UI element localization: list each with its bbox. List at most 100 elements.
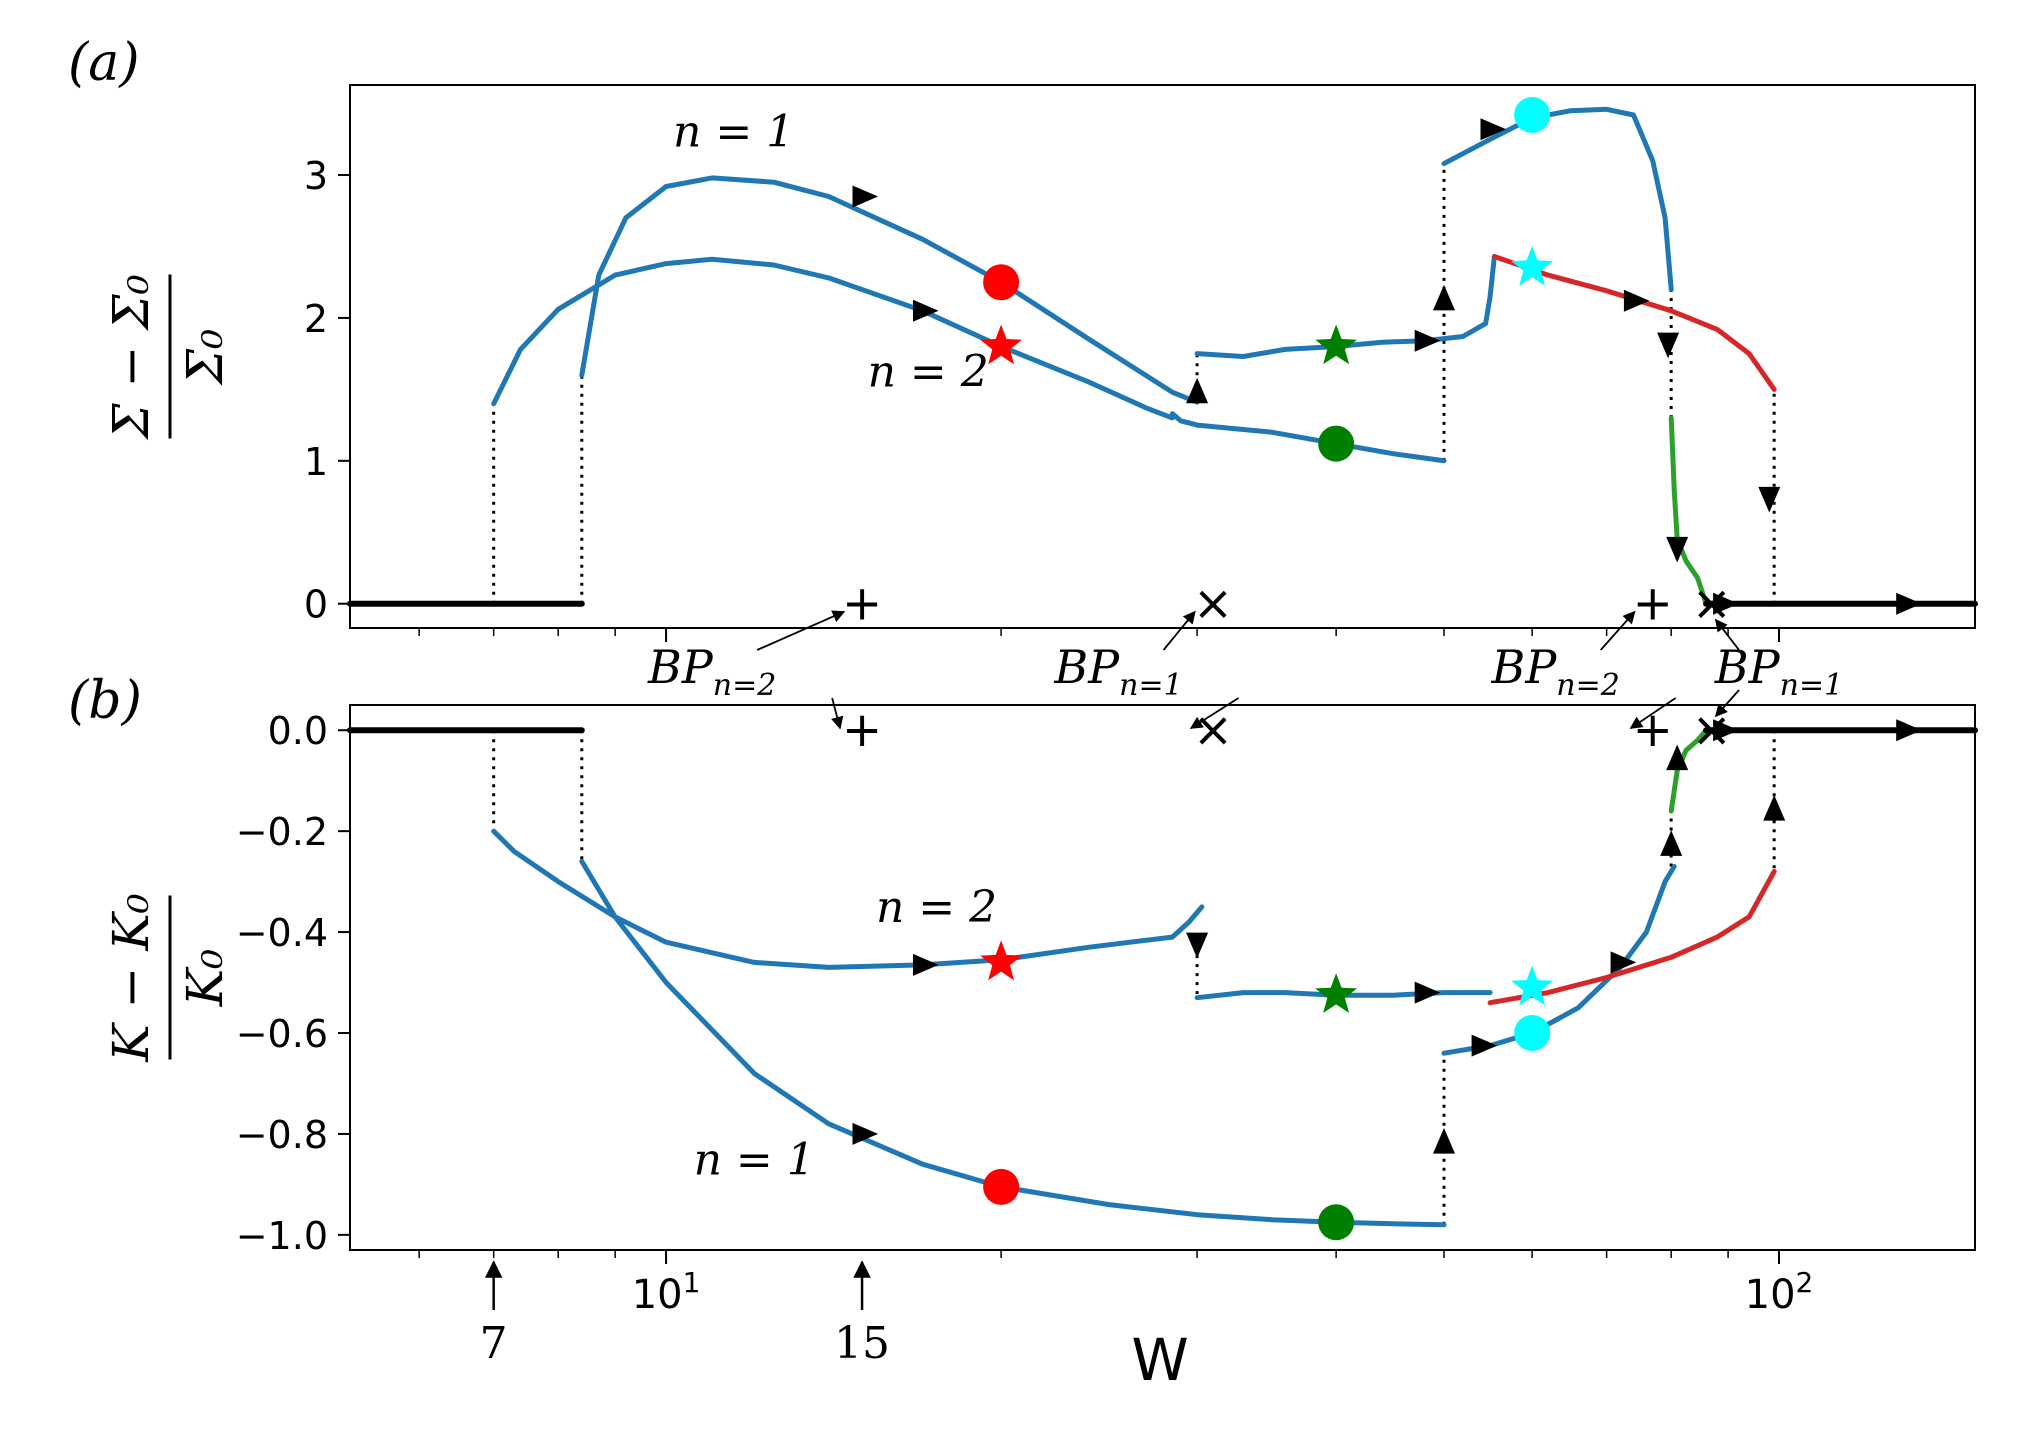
direction-arrow — [852, 185, 879, 208]
y-tick-label: −0.4 — [236, 911, 328, 955]
marker-star — [1511, 965, 1553, 1006]
bp-arrow-down — [1714, 689, 1740, 718]
marker-circle — [983, 1168, 1020, 1205]
bp-label: BPn=1 — [1714, 640, 1843, 703]
plot-frame — [349, 84, 1976, 629]
y-axis-label: Σ − Σ₀ Σ₀ — [102, 274, 234, 440]
y-tick-label: 3 — [304, 154, 328, 198]
marker-circle — [1514, 1015, 1551, 1052]
marker-star — [980, 324, 1022, 365]
marker-circle — [1318, 425, 1355, 462]
y-tick-label: 1 — [304, 440, 328, 484]
y-tick-label: −0.2 — [236, 810, 328, 854]
y-tick-label: −0.8 — [236, 1113, 328, 1157]
y-tick-label: 0 — [304, 583, 328, 627]
direction-arrow — [1657, 332, 1680, 359]
direction-arrow — [1660, 830, 1683, 856]
direction-arrow — [1610, 951, 1637, 974]
y-tick-label: −0.6 — [236, 1012, 328, 1056]
y-tick-label: −1.0 — [236, 1214, 328, 1258]
series-line-3 — [1441, 864, 1677, 1056]
panel-label-b: (b) — [68, 671, 142, 731]
x-axis-label: W — [1131, 1326, 1188, 1394]
curve-label: n = 2 — [868, 347, 989, 398]
panel-a-chart: 0 1 2 3 Σ − Σ₀ Σ₀ + × + × n = 1 n = 2 — [102, 84, 1978, 642]
marker-star — [1511, 245, 1553, 286]
bifurcation-point: × — [1193, 576, 1233, 632]
bp-arrow-up — [1162, 610, 1196, 651]
series-line-4 — [1487, 869, 1777, 1006]
direction-arrow — [913, 953, 939, 976]
series-line-5 — [1668, 727, 1709, 814]
direction-arrow — [1471, 1034, 1498, 1057]
series-line-1 — [491, 256, 1175, 421]
direction-arrow — [913, 299, 939, 322]
marker-star — [1315, 973, 1358, 1013]
bifurcation-point: × — [1692, 702, 1732, 758]
series-line-5 — [1491, 254, 1777, 392]
marker-circle — [1318, 1204, 1355, 1241]
bp-arrow-down — [1629, 697, 1677, 729]
panel-b-chart: 0.0 −0.2 −0.4 −0.6 −0.8 −1.0 K − K₀ K₀ + × + × n = 2… — [102, 702, 1978, 1318]
bp-label-base: BP — [647, 640, 714, 694]
series-line-4 — [1441, 106, 1674, 292]
bifurcation-point: × — [1692, 576, 1732, 632]
bp-arrow-up — [1714, 618, 1740, 651]
bp-arrow-up — [756, 610, 846, 651]
bifurcation-point: + — [1633, 702, 1673, 758]
direction-arrow — [1186, 377, 1209, 404]
y-label-denominator: K₀ — [176, 949, 234, 1007]
x-tick-label: 102 — [1745, 1266, 1814, 1318]
bp-label-subscript: n=1 — [1119, 668, 1183, 703]
bp-label-subscript: n=2 — [1556, 668, 1620, 703]
marker-circle — [983, 264, 1020, 301]
bp-label: BPn=1 — [1053, 640, 1182, 703]
direction-arrow — [1758, 486, 1781, 513]
bifurcation-point: + — [842, 702, 882, 758]
plot-frame — [349, 704, 1976, 1251]
y-axis-label: K − K₀ K₀ — [102, 893, 234, 1062]
series-line-3 — [1194, 254, 1497, 359]
y-tick-label: 0.0 — [268, 709, 328, 753]
direction-arrow — [1433, 1128, 1455, 1154]
direction-arrow — [1896, 592, 1922, 615]
bottom-arrow-label: 15 — [834, 1318, 890, 1369]
direction-arrow — [1763, 795, 1786, 821]
bp-arrow-down — [831, 697, 844, 730]
direction-arrow — [1713, 592, 1739, 615]
direction-arrow — [1186, 932, 1209, 959]
curve-label: n = 2 — [876, 882, 997, 933]
marker-star — [980, 940, 1022, 981]
direction-arrow — [1896, 719, 1922, 742]
x-tick-label: 101 — [632, 1266, 701, 1318]
bottom-arrow-label: 7 — [480, 1318, 508, 1369]
y-label-numerator: Σ − Σ₀ — [102, 274, 160, 440]
bp-label: BPn=2 — [1491, 640, 1620, 703]
bp-annotations: BPn=2 BPn=1 BPn=2 BPn=17 15 — [480, 610, 1843, 1369]
bp-label-base: BP — [1491, 640, 1558, 694]
direction-arrow — [1623, 289, 1650, 312]
bp-label-subscript: n=1 — [1780, 668, 1844, 703]
series-line-0 — [491, 828, 1205, 970]
x-tick-base: 10 — [1745, 1272, 1796, 1318]
curve-label: n = 1 — [673, 106, 794, 157]
bifurcation-point: + — [1633, 576, 1673, 632]
direction-arrow — [1666, 536, 1689, 563]
bifurcation-point: × — [1193, 702, 1233, 758]
panel-label-a: (a) — [68, 33, 140, 93]
marker-circle — [1514, 97, 1551, 134]
x-tick-base: 10 — [632, 1272, 683, 1318]
curve-label: n = 1 — [694, 1134, 815, 1185]
direction-arrow — [1666, 744, 1689, 771]
bp-label-base: BP — [1714, 640, 1781, 694]
x-tick-exponent: 1 — [683, 1266, 701, 1299]
bp-label-subscript: n=2 — [713, 668, 777, 703]
bp-arrow-up — [1600, 610, 1636, 651]
direction-arrow — [1480, 118, 1507, 141]
direction-arrow — [1433, 284, 1455, 311]
bp-arrow-down — [1189, 697, 1240, 729]
bp-label: BPn=2 — [647, 640, 776, 703]
y-tick-label: 2 — [304, 297, 328, 341]
direction-arrow — [1414, 981, 1441, 1004]
